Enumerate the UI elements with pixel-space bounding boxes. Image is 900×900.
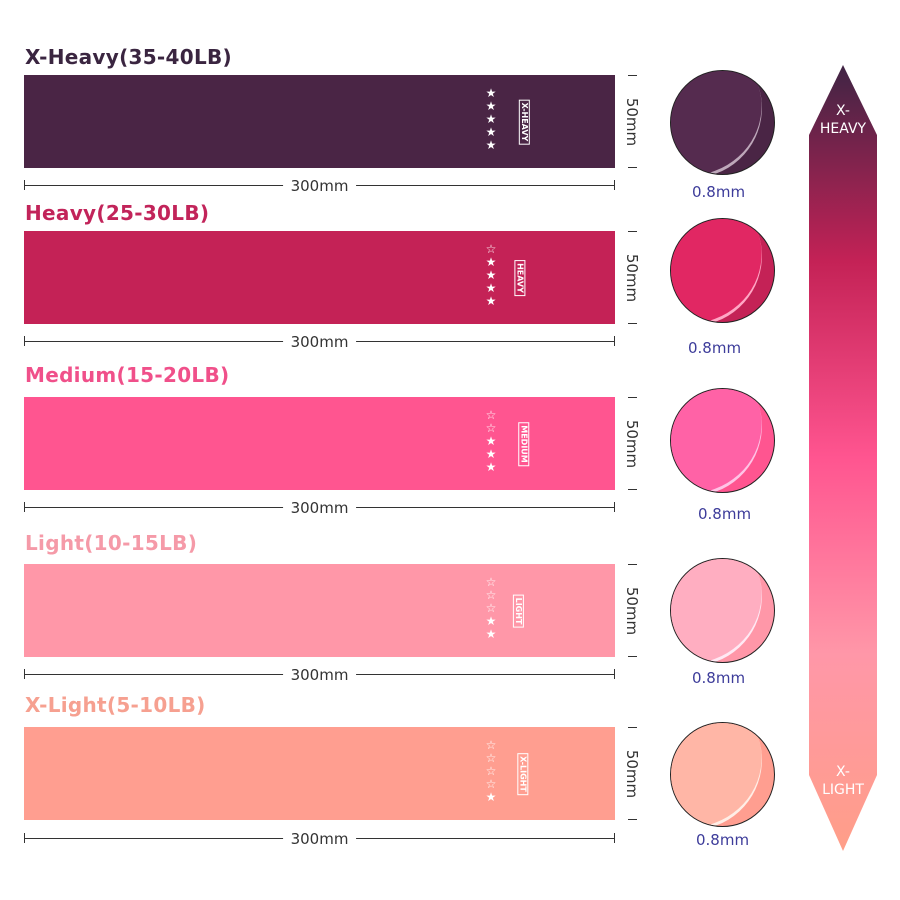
star-filled-icon: ★	[485, 434, 497, 448]
scale-bottom-label: X- LIGHT	[822, 764, 864, 798]
thickness-closeup	[670, 722, 775, 827]
star-filled-icon: ★	[485, 86, 497, 100]
level-tag: MEDIUM	[518, 421, 530, 466]
thickness-closeup	[670, 558, 775, 663]
star-filled-icon: ★	[485, 447, 497, 461]
scale-top-label: X- HEAVY	[819, 103, 867, 137]
thickness-label: 0.8mm	[698, 505, 752, 523]
star-filled-icon: ★	[485, 268, 497, 282]
star-filled-icon: ★	[485, 125, 497, 139]
star-outline-icon: ☆	[485, 588, 497, 602]
star-outline-icon: ☆	[485, 777, 497, 791]
star-rating: ★ ★ ★ ★ ★	[484, 87, 498, 152]
star-filled-icon: ★	[485, 112, 497, 126]
star-filled-icon: ★	[485, 627, 497, 641]
band-medium: ☆ ☆ ★ ★ ★ MEDIUM	[24, 397, 615, 490]
band-x-light: ☆ ☆ ☆ ☆ ★ X-LIGHT	[24, 727, 615, 820]
band-x-heavy: ★ ★ ★ ★ ★ X-HEAVY	[24, 75, 615, 168]
star-outline-icon: ☆	[485, 751, 497, 765]
intensity-scale-arrow	[809, 65, 877, 851]
star-outline-icon: ☆	[485, 601, 497, 615]
thickness-closeup	[670, 388, 775, 493]
star-filled-icon: ★	[485, 281, 497, 295]
band-title: Light(10-15LB)	[25, 531, 198, 555]
thickness-label: 0.8mm	[696, 831, 750, 849]
band-title: X-Light(5-10LB)	[25, 693, 206, 717]
star-filled-icon: ★	[485, 138, 497, 152]
star-rating: ☆ ☆ ☆ ★ ★	[484, 576, 498, 641]
star-outline-icon: ☆	[485, 575, 497, 589]
star-filled-icon: ★	[485, 294, 497, 308]
level-tag: X-HEAVY	[518, 99, 530, 144]
thickness-label: 0.8mm	[688, 339, 742, 357]
star-outline-icon: ☆	[485, 421, 497, 435]
band-heavy: ☆ ★ ★ ★ ★ HEAVY	[24, 231, 615, 324]
band-title: X-Heavy(35-40LB)	[25, 45, 232, 69]
thickness-closeup	[670, 70, 775, 175]
star-filled-icon: ★	[485, 460, 497, 474]
star-filled-icon: ★	[485, 614, 497, 628]
length-dimension: 300mm	[24, 666, 615, 684]
star-filled-icon: ★	[485, 790, 497, 804]
star-outline-icon: ☆	[485, 408, 497, 422]
level-tag: LIGHT	[512, 594, 524, 627]
band-title: Medium(15-20LB)	[25, 363, 230, 387]
star-filled-icon: ★	[485, 99, 497, 113]
star-outline-icon: ☆	[485, 738, 497, 752]
width-dimension: 50mm	[623, 564, 641, 657]
length-dimension: 300mm	[24, 830, 615, 848]
star-rating: ☆ ☆ ☆ ☆ ★	[484, 739, 498, 804]
width-dimension: 50mm	[623, 727, 641, 820]
thickness-label: 0.8mm	[692, 669, 746, 687]
level-tag: HEAVY	[514, 259, 526, 296]
band-title: Heavy(25-30LB)	[25, 201, 210, 225]
width-dimension: 50mm	[623, 231, 641, 324]
level-tag: X-LIGHT	[517, 752, 529, 795]
star-rating: ☆ ★ ★ ★ ★	[484, 243, 498, 308]
length-dimension: 300mm	[24, 177, 615, 195]
star-filled-icon: ★	[485, 255, 497, 269]
length-dimension: 300mm	[24, 333, 615, 351]
band-light: ☆ ☆ ☆ ★ ★ LIGHT	[24, 564, 615, 657]
thickness-closeup	[670, 218, 775, 323]
star-rating: ☆ ☆ ★ ★ ★	[484, 409, 498, 474]
thickness-label: 0.8mm	[692, 183, 746, 201]
length-dimension: 300mm	[24, 499, 615, 517]
width-dimension: 50mm	[623, 75, 641, 168]
width-dimension: 50mm	[623, 397, 641, 490]
star-outline-icon: ☆	[485, 764, 497, 778]
star-outline-icon: ☆	[485, 242, 497, 256]
